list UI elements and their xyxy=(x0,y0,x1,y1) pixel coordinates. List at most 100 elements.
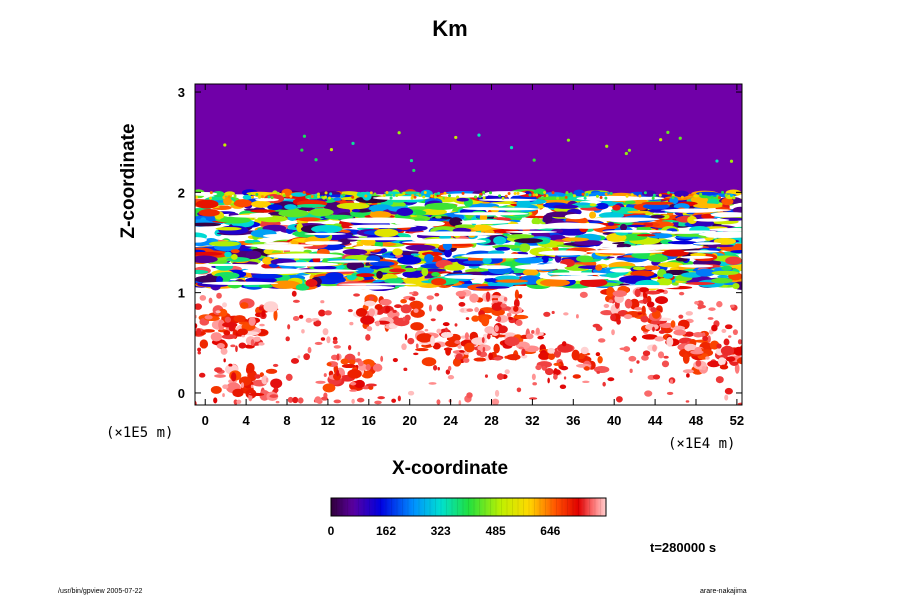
field-patch xyxy=(693,242,722,245)
field-patch xyxy=(273,387,279,393)
field-patch xyxy=(488,352,493,361)
field-patch xyxy=(557,343,573,353)
field-patch xyxy=(692,203,723,209)
field-patch xyxy=(318,241,343,245)
field-patch xyxy=(251,191,255,195)
field-patch xyxy=(717,196,721,200)
field-patch xyxy=(421,267,429,277)
field-patch xyxy=(278,209,309,218)
field-patch xyxy=(685,400,690,403)
field-patch xyxy=(373,192,377,196)
field-patch xyxy=(466,308,474,312)
field-patch xyxy=(246,362,255,374)
field-patch xyxy=(579,278,608,287)
field-patch xyxy=(513,305,519,312)
field-patch xyxy=(430,318,436,322)
field-patch xyxy=(233,315,246,323)
field-patch xyxy=(195,251,223,256)
field-patch xyxy=(375,320,381,327)
field-patch xyxy=(642,265,661,271)
colorbar-tick-label: 323 xyxy=(431,524,451,538)
field-patch xyxy=(199,295,207,301)
field-patch xyxy=(317,195,321,199)
field-patch xyxy=(329,148,334,152)
field-patch xyxy=(544,222,590,229)
field-patch xyxy=(357,351,361,356)
field-patch xyxy=(564,195,568,199)
field-patch xyxy=(461,191,465,195)
colorbar-tick-label: 0 xyxy=(328,524,335,538)
field-patch xyxy=(732,206,742,214)
field-patch xyxy=(291,290,297,297)
field-patch xyxy=(660,231,703,234)
field-patch xyxy=(410,322,424,331)
field-patch xyxy=(222,322,238,328)
field-patch xyxy=(693,218,730,222)
field-patch xyxy=(627,148,632,152)
field-patch xyxy=(496,315,502,323)
field-patch xyxy=(541,255,549,263)
field-patch xyxy=(589,203,597,207)
field-patch xyxy=(556,196,560,200)
field-patch xyxy=(616,318,621,325)
x-tick-label: 28 xyxy=(484,413,498,428)
field-patch xyxy=(348,224,417,229)
field-patch xyxy=(364,194,368,198)
field-patch xyxy=(481,315,490,327)
field-patch xyxy=(212,191,225,198)
x-tick-label: 12 xyxy=(321,413,335,428)
field-patch xyxy=(513,314,529,320)
field-patch xyxy=(315,380,326,384)
field-patch xyxy=(404,333,408,341)
field-patch xyxy=(537,196,568,201)
field-patch xyxy=(418,193,422,197)
field-patch xyxy=(723,338,730,346)
field-patch xyxy=(445,347,452,356)
field-patch xyxy=(580,346,589,355)
field-patch xyxy=(231,372,237,382)
field-patch xyxy=(531,217,541,226)
field-patch xyxy=(197,351,202,355)
field-patch xyxy=(629,298,640,310)
field-patch xyxy=(426,295,434,300)
field-patch xyxy=(491,302,503,312)
field-patch xyxy=(415,343,419,349)
field-patch xyxy=(251,195,255,199)
field-patch xyxy=(561,341,567,347)
field-patch xyxy=(641,201,674,205)
field-patch xyxy=(579,291,588,298)
field-patch xyxy=(732,329,738,336)
field-patch xyxy=(669,379,674,384)
field-patch xyxy=(547,377,550,384)
field-patch xyxy=(694,346,702,354)
field-patch xyxy=(686,373,690,378)
field-patch xyxy=(516,191,520,195)
field-patch xyxy=(732,282,740,290)
field-patch xyxy=(597,338,606,343)
field-patch xyxy=(707,335,711,343)
field-patch xyxy=(547,347,555,354)
field-patch xyxy=(628,355,637,362)
field-patch xyxy=(265,377,269,383)
field-patch xyxy=(660,208,732,212)
field-patch xyxy=(686,196,690,200)
field-patch xyxy=(226,257,251,262)
field-patch xyxy=(210,386,222,394)
field-patch xyxy=(384,278,404,284)
field-patch xyxy=(372,196,430,200)
field-patch xyxy=(431,278,447,286)
field-patch xyxy=(710,212,742,218)
field-patch xyxy=(297,397,304,404)
field-patch xyxy=(314,158,318,162)
field-patch xyxy=(214,374,227,378)
y-tick-label: 1 xyxy=(178,286,185,301)
field-patch xyxy=(515,319,523,326)
field-patch xyxy=(265,368,278,374)
field-patch xyxy=(400,304,412,314)
field-patch xyxy=(659,138,663,142)
field-patch xyxy=(733,346,742,356)
field-patch xyxy=(210,332,223,342)
field-patch xyxy=(349,389,358,392)
field-patch xyxy=(619,223,628,231)
field-patch xyxy=(230,254,238,260)
